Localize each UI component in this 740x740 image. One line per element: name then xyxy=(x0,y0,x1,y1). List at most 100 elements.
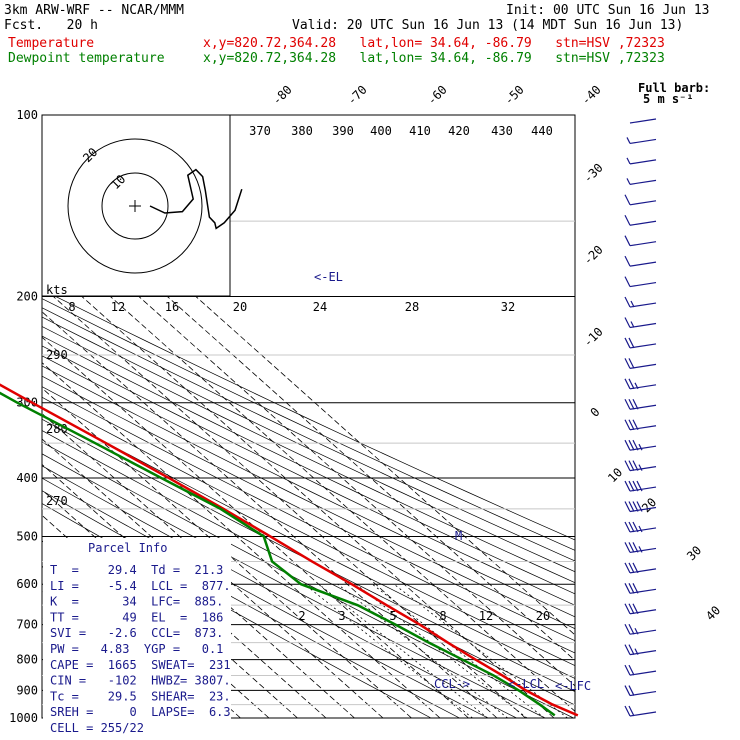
theta-label: 440 xyxy=(531,124,553,138)
wind-barb xyxy=(624,439,657,451)
wind-barb-flag xyxy=(624,378,631,390)
wind-speed-tick-label: 16 xyxy=(165,300,179,314)
wind-barb xyxy=(624,501,657,513)
wind-barb-halfflag xyxy=(626,178,631,185)
wind-barb-flag xyxy=(624,501,631,512)
plot-area xyxy=(42,158,575,718)
wind-barb-flag xyxy=(628,378,635,390)
isotherm-label: -50 xyxy=(502,83,527,108)
mixing-ratio-line xyxy=(304,583,473,718)
wind-speed-tick-label: 8 xyxy=(68,300,75,314)
wind-barb-flag xyxy=(624,214,631,226)
storm-motion-marker: M xyxy=(455,529,462,543)
mixing-ratio-label: 5 xyxy=(389,609,396,623)
wind-barb xyxy=(624,419,657,431)
dry-adiabat-line xyxy=(42,298,575,551)
isotherm-line xyxy=(42,387,412,718)
wind-barb xyxy=(624,194,657,206)
hodograph-trace xyxy=(149,168,243,230)
mixing-ratio-label: 2 xyxy=(298,609,305,623)
wind-barb-flag xyxy=(624,623,631,635)
isotherm-label: -60 xyxy=(425,83,450,108)
parcel-info-row: LI = -5.4 LCL = 877. xyxy=(50,579,231,593)
wind-barb xyxy=(624,562,657,574)
parcel-info-title: Parcel Info xyxy=(88,541,167,555)
barb-legend-value: 5 m s⁻¹ xyxy=(643,92,694,106)
wind-barb-flag xyxy=(628,358,635,369)
isotherm-label: -20 xyxy=(581,243,606,268)
wind-barb-halfflag xyxy=(634,627,639,635)
wind-barb-flag xyxy=(632,583,639,594)
mixing-ratio-label: 20 xyxy=(536,609,550,623)
dewpoint-location: x,y=820.72,364.28 lat,lon= 34.64, -86.79… xyxy=(203,51,665,66)
wind-barb-flag xyxy=(628,562,635,574)
hodograph-ring-outer xyxy=(67,138,203,274)
wind-barb-flag xyxy=(628,705,635,717)
wind-barb xyxy=(624,603,657,615)
isotherm-line xyxy=(42,336,469,718)
wind-barb xyxy=(624,337,657,349)
hodograph-units-label: kts xyxy=(46,283,68,297)
wind-barb xyxy=(626,137,657,145)
wind-barb-flag xyxy=(628,480,635,492)
mixing-ratio-label: 8 xyxy=(439,609,446,623)
dry-adiabat-label: 290 xyxy=(46,348,68,362)
wind-barb-flag xyxy=(628,439,635,451)
wind-barb-flag xyxy=(628,521,635,533)
wind-barb xyxy=(624,644,657,656)
dry-adiabat-line xyxy=(42,477,489,718)
wind-barb-flag xyxy=(624,358,631,369)
wind-barb xyxy=(626,178,657,185)
barb-legend-title: Full barb: xyxy=(638,81,710,95)
parcel-info-row: SREH = 0 LAPSE= 6.3 xyxy=(50,705,231,719)
wind-barb xyxy=(624,255,657,267)
wind-speed-tick-label: 12 xyxy=(111,300,125,314)
wind-barb-halfflag xyxy=(638,525,643,533)
wind-barb-flag xyxy=(628,603,635,615)
theta-label: 370 xyxy=(249,124,271,138)
wind-barb-flag xyxy=(632,439,639,451)
theta-label: 400 xyxy=(370,124,392,138)
wind-barb-flag xyxy=(628,399,635,410)
isotherm-line xyxy=(42,285,526,718)
wind-barb xyxy=(624,214,657,226)
isotherm-label: 0 xyxy=(588,405,603,420)
wind-barb-flag xyxy=(624,583,631,594)
parcel-info-row: CIN = -102 HWBZ= 3807. xyxy=(50,674,231,688)
pressure-tick-label: 600 xyxy=(16,577,38,591)
parcel-info-row: Tc = 29.5 SHEAR= 23. xyxy=(50,689,231,703)
theta-label: 410 xyxy=(409,124,431,138)
wind-barb-flag xyxy=(624,664,631,676)
wind-barb xyxy=(624,317,657,329)
isotherm-label: -30 xyxy=(581,161,606,186)
wind-barb-flag xyxy=(624,296,631,308)
dry-adiabat-line xyxy=(42,326,575,584)
wind-barb xyxy=(624,460,657,472)
parcel-info-row: TT = 49 EL = 186 xyxy=(50,610,223,624)
dry-adiabat-line xyxy=(42,490,460,718)
wind-barb-flag xyxy=(624,562,631,574)
wind-barb-flag xyxy=(624,317,631,328)
wind-barb-flag xyxy=(628,583,635,594)
pressure-tick-label: 800 xyxy=(16,653,38,667)
parcel-info-bg xyxy=(43,538,231,720)
wind-barb-staff xyxy=(629,261,657,267)
wind-barb-flag xyxy=(624,542,631,553)
wind-barb xyxy=(624,296,657,308)
init-time: Init: 00 UTC Sun 16 Jun 13 xyxy=(506,3,710,18)
mixing-ratio-label: 12 xyxy=(479,609,493,623)
parcel-info-row: T = 29.4 Td = 21.3 xyxy=(50,563,223,577)
isotherm-label: -80 xyxy=(270,83,295,108)
wind-barb-flag xyxy=(624,439,631,451)
wind-barb-flag xyxy=(632,460,639,471)
dry-adiabat-label: 270 xyxy=(46,494,68,508)
wind-barb-flag xyxy=(624,399,631,410)
wind-barb xyxy=(624,583,657,594)
wind-barb-staff xyxy=(629,220,657,226)
wind-barb-flag xyxy=(636,480,643,492)
theta-label: 380 xyxy=(291,124,313,138)
model-title: 3km ARW-WRF -- NCAR/MMM xyxy=(4,3,185,18)
wind-barb-flag xyxy=(624,194,631,206)
wind-barb-flag xyxy=(628,501,635,512)
